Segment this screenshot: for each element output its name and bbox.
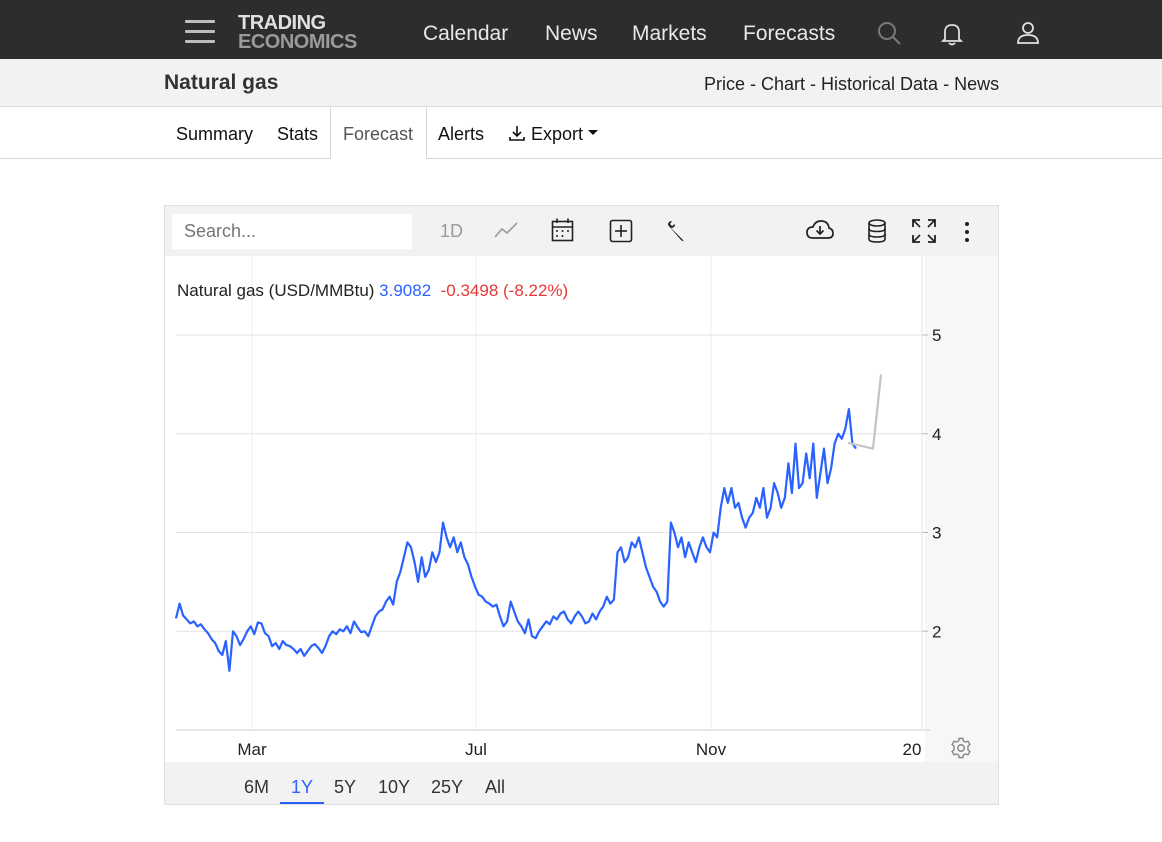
link-news[interactable]: News [954,74,1000,94]
menu-icon[interactable] [185,20,215,44]
range-5y[interactable]: 5Y [334,777,357,797]
tab-forecast[interactable]: Forecast [343,124,414,144]
nav-news[interactable]: News [545,22,598,45]
tab-bar [0,107,1162,159]
link-separator: - [745,74,762,94]
logo-line-1: TRADING [238,12,326,34]
tab-active-indicator [330,107,427,159]
x-tick-label: Jul [465,740,487,759]
calendar-icon[interactable] [551,218,574,242]
line-chart-icon[interactable] [494,220,518,240]
cloud-download-icon[interactable] [806,219,834,243]
x-tick-label: Nov [696,740,727,759]
gear-icon[interactable] [950,737,972,759]
link-price[interactable]: Price [704,74,746,94]
legend-change: -0.3498 (-8.22%) [440,281,569,300]
y-tick-label: 4 [932,425,941,444]
chart-container [164,205,999,805]
range-25y[interactable]: 25Y [431,777,464,797]
tab-export[interactable]: Export [508,124,599,145]
x-tick-label: Mar [237,740,267,759]
link-separator: - [805,74,822,94]
top-navigation-bar [0,0,1162,59]
x-tick-label: 20 [903,740,922,759]
y-tick-label: 5 [932,326,941,345]
range-active-underline [280,802,324,804]
page-title: Natural gas [164,71,279,94]
wrench-icon[interactable] [665,220,687,242]
logo-line-2: ECONOMICS [238,31,357,53]
site-logo[interactable]: TRADING ECONOMICS [238,12,357,53]
fullscreen-icon[interactable] [912,219,936,243]
export-label: Export [531,124,584,144]
more-icon[interactable] [962,220,972,244]
tab-alerts[interactable]: Alerts [438,124,485,144]
nav-forecasts[interactable]: Forecasts [743,22,836,45]
chart-legend: Natural gas (USD/MMBtu) 3.9082 -0.3498 (… [177,281,568,301]
range-10y[interactable]: 10Y [378,777,411,797]
user-icon[interactable] [1015,20,1041,46]
tab-summary[interactable]: Summary [176,124,254,144]
nav-calendar[interactable]: Calendar [423,22,509,45]
database-icon[interactable] [867,219,887,243]
add-icon[interactable] [609,219,633,243]
y-tick-label: 2 [932,622,941,641]
forecast-series-line [847,374,883,450]
link-historical-data[interactable]: Historical Data [821,74,939,94]
range-all[interactable]: All [485,777,506,797]
interval-button[interactable]: 1D [440,221,464,241]
range-1y[interactable]: 1Y [291,777,314,797]
caret-down-icon [588,130,599,135]
legend-series-name: Natural gas (USD/MMBtu) [177,281,375,300]
link-separator: - [938,74,955,94]
subheader-links: Price - Chart - Historical Data - News [704,74,999,95]
download-icon [509,126,525,141]
range-6m[interactable]: 6M [244,777,270,797]
link-chart[interactable]: Chart [761,74,806,94]
y-tick-label: 3 [932,524,941,543]
price-axis-panel [925,256,998,762]
search-icon[interactable] [876,20,902,46]
tab-stats[interactable]: Stats [277,124,319,144]
nav-markets[interactable]: Markets [632,22,707,45]
bell-icon[interactable] [939,20,965,46]
legend-value: 3.9082 [379,281,432,300]
symbol-search-input[interactable] [172,214,412,249]
historical-series-line [174,408,857,672]
subheader-bar [0,59,1162,107]
range-selector-bar [165,762,998,804]
